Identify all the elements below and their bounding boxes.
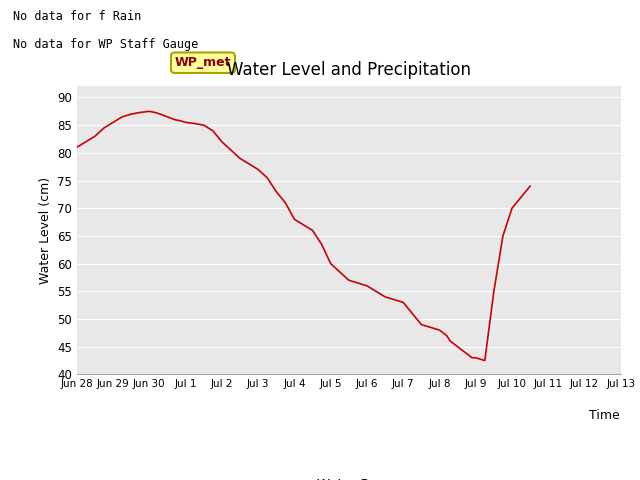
X-axis label: Time: Time xyxy=(589,409,620,422)
Legend: Water Pressure: Water Pressure xyxy=(275,473,423,480)
Title: Water Level and Precipitation: Water Level and Precipitation xyxy=(227,61,471,79)
Text: No data for f Rain: No data for f Rain xyxy=(13,10,141,23)
Text: WP_met: WP_met xyxy=(175,56,231,69)
Y-axis label: Water Level (cm): Water Level (cm) xyxy=(38,177,51,284)
Text: No data for WP Staff Gauge: No data for WP Staff Gauge xyxy=(13,38,198,51)
